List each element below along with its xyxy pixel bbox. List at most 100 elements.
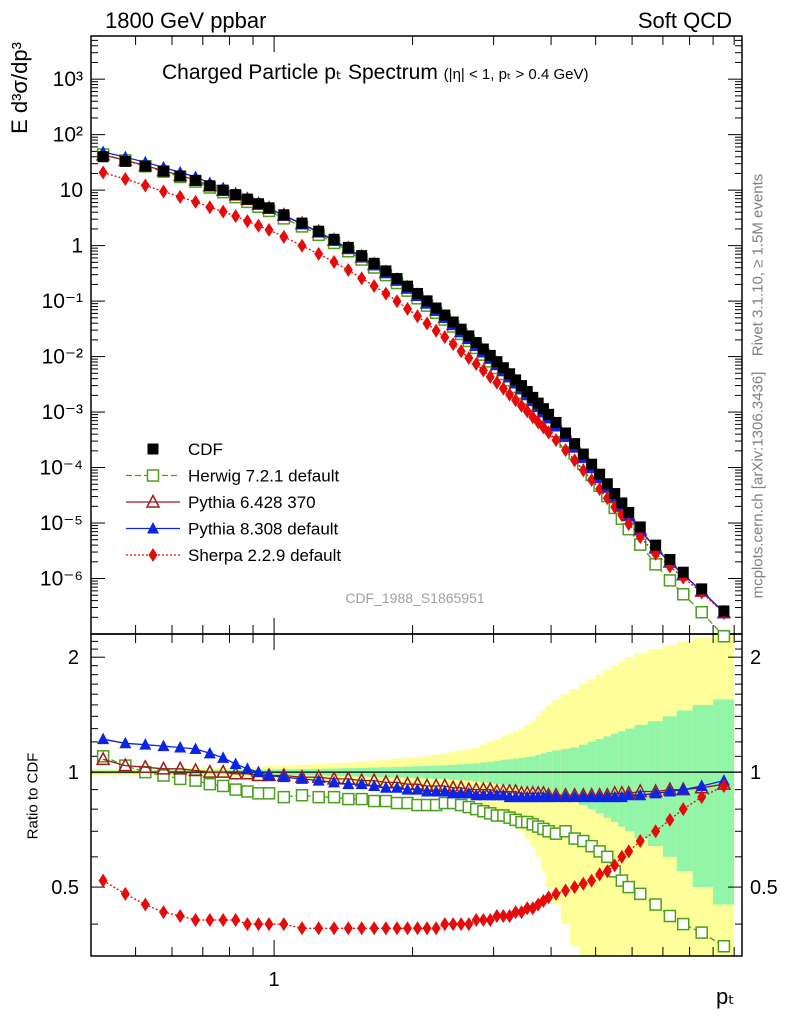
series-point bbox=[663, 574, 677, 587]
band-inner-bin bbox=[535, 754, 541, 792]
ratio-point bbox=[157, 739, 170, 752]
cdf-data-point bbox=[421, 295, 433, 307]
ratio-point bbox=[314, 921, 324, 936]
legend: CDF Herwig 7.2.1 default Pythia 6.428 370 P… bbox=[126, 440, 341, 565]
cdf-data-point bbox=[430, 302, 442, 314]
cdf-data-point bbox=[470, 337, 482, 349]
y-tick-label: 10⁻³ bbox=[42, 401, 83, 424]
cdf-data-point bbox=[504, 368, 516, 380]
cdf-data-point bbox=[718, 605, 730, 617]
ratio-point bbox=[550, 790, 563, 803]
ratio-point bbox=[511, 905, 521, 920]
series-point bbox=[624, 516, 634, 531]
band-inner-bin bbox=[618, 731, 626, 827]
ratio-point bbox=[120, 886, 130, 901]
cdf-data-point bbox=[623, 506, 635, 518]
ratio-point bbox=[695, 779, 708, 791]
ratio-series bbox=[95, 732, 732, 953]
series-point bbox=[551, 433, 561, 448]
ratio-point bbox=[172, 760, 188, 775]
x-tick-label: 1 bbox=[269, 969, 280, 991]
band-inner-bin bbox=[587, 741, 596, 810]
y-tick-label: 10³ bbox=[53, 68, 83, 91]
series-point bbox=[254, 218, 264, 233]
ratio-point bbox=[411, 783, 424, 795]
ratio-point bbox=[471, 913, 481, 928]
ratio-point bbox=[430, 784, 443, 797]
ratio-point bbox=[695, 926, 708, 939]
ratio-tick-label: 1 bbox=[68, 762, 79, 784]
series-point bbox=[570, 453, 580, 468]
cdf-data-point bbox=[158, 165, 170, 177]
ratio-point bbox=[624, 844, 634, 859]
band-inner-bin bbox=[530, 756, 536, 790]
y-axis-label-top: E d³σ/dp³ bbox=[7, 42, 32, 134]
band-inner-bin bbox=[546, 751, 553, 796]
ratio-point bbox=[492, 909, 502, 924]
ratio-point bbox=[379, 781, 392, 793]
cdf-data-point bbox=[313, 225, 325, 237]
band-inner-bin bbox=[595, 739, 604, 814]
ratio-y-ticks: 0.5 0.5 1 1 2 2 bbox=[51, 640, 778, 925]
ratio-point bbox=[617, 849, 627, 864]
cdf-data-point bbox=[230, 189, 242, 201]
ratio-point bbox=[327, 790, 341, 804]
series-point bbox=[485, 369, 495, 384]
ratio-tick-label: 0.5 bbox=[51, 877, 79, 899]
ratio-point bbox=[355, 777, 368, 790]
ratio-point bbox=[367, 794, 381, 808]
series-point bbox=[314, 246, 324, 261]
series-point bbox=[522, 404, 532, 419]
ratio-point bbox=[379, 794, 393, 808]
series-point bbox=[544, 425, 554, 440]
cdf-data-point bbox=[119, 155, 131, 167]
series-point bbox=[279, 229, 289, 244]
series-point bbox=[231, 209, 241, 224]
legend-label: Herwig 7.2.1 default bbox=[188, 467, 339, 486]
cdf-data-point bbox=[532, 397, 544, 409]
series-point bbox=[205, 200, 215, 215]
ratio-point bbox=[296, 772, 309, 784]
ratio-point bbox=[297, 921, 307, 936]
ratio-point bbox=[678, 802, 688, 817]
series-point bbox=[98, 165, 108, 180]
ratio-point bbox=[392, 921, 402, 936]
cdf-data-point bbox=[402, 280, 414, 292]
ratio-point bbox=[522, 901, 532, 916]
ratio-point bbox=[610, 858, 620, 873]
ratio-point bbox=[254, 917, 264, 932]
x-axis-label: pₜ bbox=[716, 984, 735, 1009]
ratio-point bbox=[462, 786, 475, 799]
band-inner-bin bbox=[552, 750, 561, 798]
ratio-point bbox=[252, 787, 265, 800]
ratio-point bbox=[595, 867, 605, 882]
legend-label: CDF bbox=[188, 440, 223, 459]
ratio-point bbox=[448, 917, 458, 932]
series-point bbox=[140, 178, 150, 193]
cdf-data-point bbox=[463, 330, 475, 342]
ratio-point bbox=[719, 778, 729, 793]
ratio-point bbox=[96, 750, 110, 763]
legend-label: Pythia 6.428 370 bbox=[188, 493, 316, 512]
ratio-point bbox=[615, 874, 629, 887]
ratio-point bbox=[277, 790, 291, 804]
band-outer-bin bbox=[595, 674, 604, 956]
ratio-point bbox=[578, 876, 588, 891]
ratio-point bbox=[118, 757, 133, 772]
ratio-point bbox=[561, 883, 571, 898]
series-point bbox=[175, 189, 185, 204]
cdf-data-point bbox=[477, 343, 489, 355]
legend-marker bbox=[147, 443, 159, 455]
series-point bbox=[471, 357, 481, 372]
ratio-point bbox=[295, 788, 309, 802]
ratio-point bbox=[231, 913, 241, 928]
ratio-tick-label: 0.5 bbox=[750, 877, 778, 899]
ratio-point bbox=[203, 746, 216, 759]
ratio-point bbox=[440, 917, 450, 932]
series-point bbox=[343, 263, 353, 278]
series-point bbox=[448, 337, 458, 352]
band-inner-bin bbox=[579, 744, 588, 806]
ratio-point bbox=[156, 760, 171, 775]
series-point bbox=[120, 172, 130, 187]
series-point bbox=[587, 472, 597, 487]
